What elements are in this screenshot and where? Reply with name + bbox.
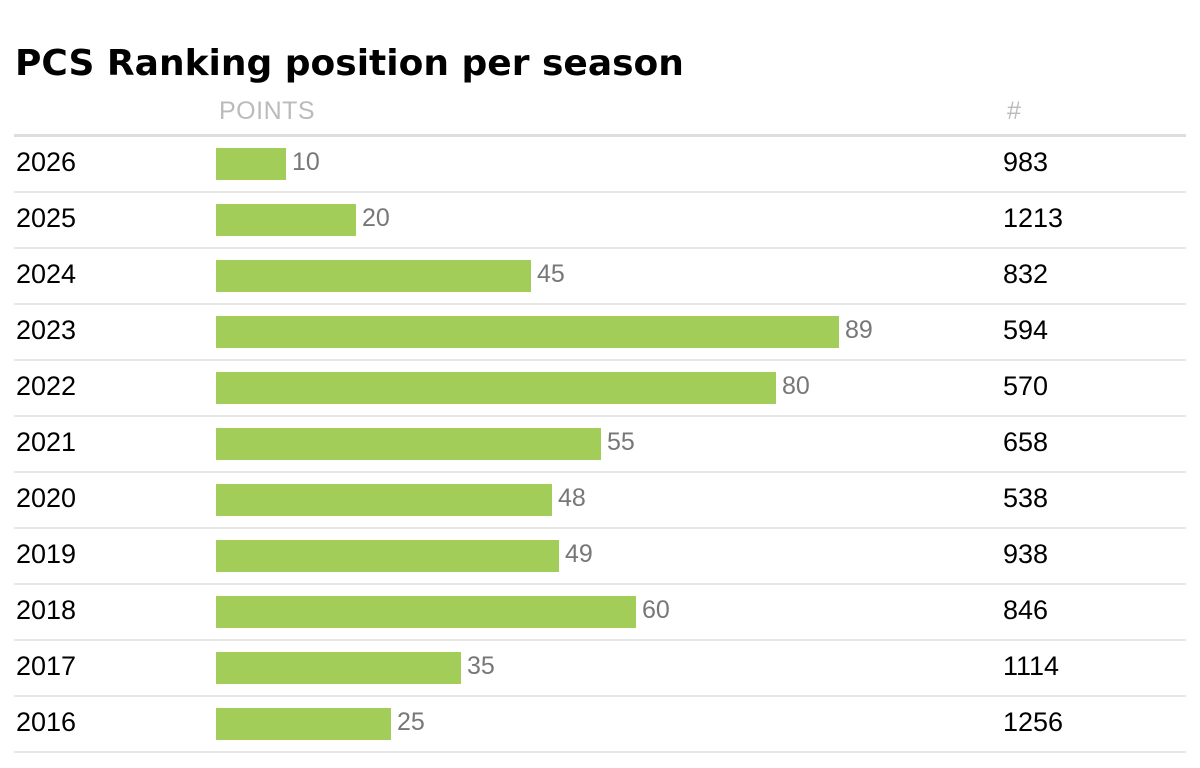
points-bar <box>216 260 531 292</box>
column-separator <box>214 697 216 751</box>
table-row: 2022 80 570 <box>14 361 1186 417</box>
points-value-label: 89 <box>845 316 873 344</box>
table-row: 2025 20 1213 <box>14 193 1186 249</box>
points-bar-cell: 55 <box>216 417 976 471</box>
column-separator <box>1000 641 1002 695</box>
points-value-label: 25 <box>397 708 425 736</box>
season-year: 2022 <box>16 371 77 401</box>
column-separator <box>214 361 216 415</box>
points-bar <box>216 148 286 180</box>
points-bar-cell: 35 <box>216 641 976 695</box>
points-bar <box>216 372 776 404</box>
points-value-label: 10 <box>292 148 320 176</box>
season-year: 2019 <box>16 539 77 569</box>
table-row: 2024 45 832 <box>14 249 1186 305</box>
points-value-label: 20 <box>362 204 390 232</box>
ranking-position: 570 <box>1003 371 1049 401</box>
column-separator <box>214 641 216 695</box>
points-bar <box>216 428 601 460</box>
ranking-position: 538 <box>1003 483 1049 513</box>
ranking-position: 1114 <box>1003 651 1060 681</box>
points-bar <box>216 204 356 236</box>
season-year: 2020 <box>16 483 77 513</box>
column-separator <box>214 305 216 359</box>
column-separator <box>1000 697 1002 751</box>
season-year: 2024 <box>16 259 77 289</box>
column-separator <box>214 417 216 471</box>
column-separator <box>1000 193 1002 247</box>
column-separator <box>1000 249 1002 303</box>
table-row: 2016 25 1256 <box>14 697 1186 753</box>
points-bar <box>216 540 559 572</box>
ranking-position: 832 <box>1003 259 1049 289</box>
season-year: 2018 <box>16 595 77 625</box>
season-year: 2021 <box>16 427 77 457</box>
table-header: POINTS # <box>14 96 1186 137</box>
points-bar <box>216 652 461 684</box>
season-year: 2017 <box>16 651 77 681</box>
ranking-position: 938 <box>1003 539 1049 569</box>
column-separator <box>1000 529 1002 583</box>
ranking-position: 846 <box>1003 595 1049 625</box>
ranking-position: 1256 <box>1003 707 1064 737</box>
column-separator <box>214 193 216 247</box>
points-value-label: 35 <box>467 652 495 680</box>
points-value-label: 60 <box>642 596 670 624</box>
column-separator <box>1000 585 1002 639</box>
points-bar <box>216 316 839 348</box>
ranking-position: 594 <box>1003 315 1049 345</box>
table-row: 2019 49 938 <box>14 529 1186 585</box>
ranking-position: 1213 <box>1003 203 1064 233</box>
points-value-label: 45 <box>537 260 565 288</box>
points-value-label: 48 <box>558 484 586 512</box>
column-separator <box>1000 137 1002 191</box>
chart-title: PCS Ranking position per season <box>15 43 684 84</box>
column-separator <box>1000 305 1002 359</box>
column-separator <box>1000 361 1002 415</box>
points-bar-cell: 10 <box>216 137 976 191</box>
season-year: 2026 <box>16 147 77 177</box>
table-row: 2018 60 846 <box>14 585 1186 641</box>
table-row: 2026 10 983 <box>14 137 1186 193</box>
table-row: 2021 55 658 <box>14 417 1186 473</box>
column-separator <box>214 473 216 527</box>
column-separator <box>214 585 216 639</box>
points-bar-cell: 48 <box>216 473 976 527</box>
ranking-position: 983 <box>1003 147 1049 177</box>
column-separator <box>1000 417 1002 471</box>
points-bar-cell: 20 <box>216 193 976 247</box>
points-bar-cell: 45 <box>216 249 976 303</box>
points-bar <box>216 708 391 740</box>
column-separator <box>214 529 216 583</box>
table-row: 2023 89 594 <box>14 305 1186 361</box>
table-row: 2020 48 538 <box>14 473 1186 529</box>
season-year: 2023 <box>16 315 77 345</box>
table-row: 2017 35 1114 <box>14 641 1186 697</box>
points-bar-cell: 49 <box>216 529 976 583</box>
points-bar <box>216 596 636 628</box>
points-bar-cell: 25 <box>216 697 976 751</box>
points-bar-cell: 80 <box>216 361 976 415</box>
points-bar <box>216 484 552 516</box>
points-value-label: 55 <box>607 428 635 456</box>
ranking-position: 658 <box>1003 427 1049 457</box>
column-separator <box>1000 473 1002 527</box>
points-value-label: 49 <box>565 540 593 568</box>
rank-column-header: # <box>1007 97 1021 125</box>
season-year: 2016 <box>16 707 77 737</box>
ranking-table-body: 2026 10 983 2025 20 1213 2024 45 832 2023 89 594 202… <box>14 137 1186 753</box>
points-bar-cell: 89 <box>216 305 976 359</box>
points-value-label: 80 <box>782 372 810 400</box>
season-year: 2025 <box>16 203 77 233</box>
points-bar-cell: 60 <box>216 585 976 639</box>
column-separator <box>214 249 216 303</box>
points-column-header: POINTS <box>219 97 316 125</box>
column-separator <box>214 137 216 191</box>
